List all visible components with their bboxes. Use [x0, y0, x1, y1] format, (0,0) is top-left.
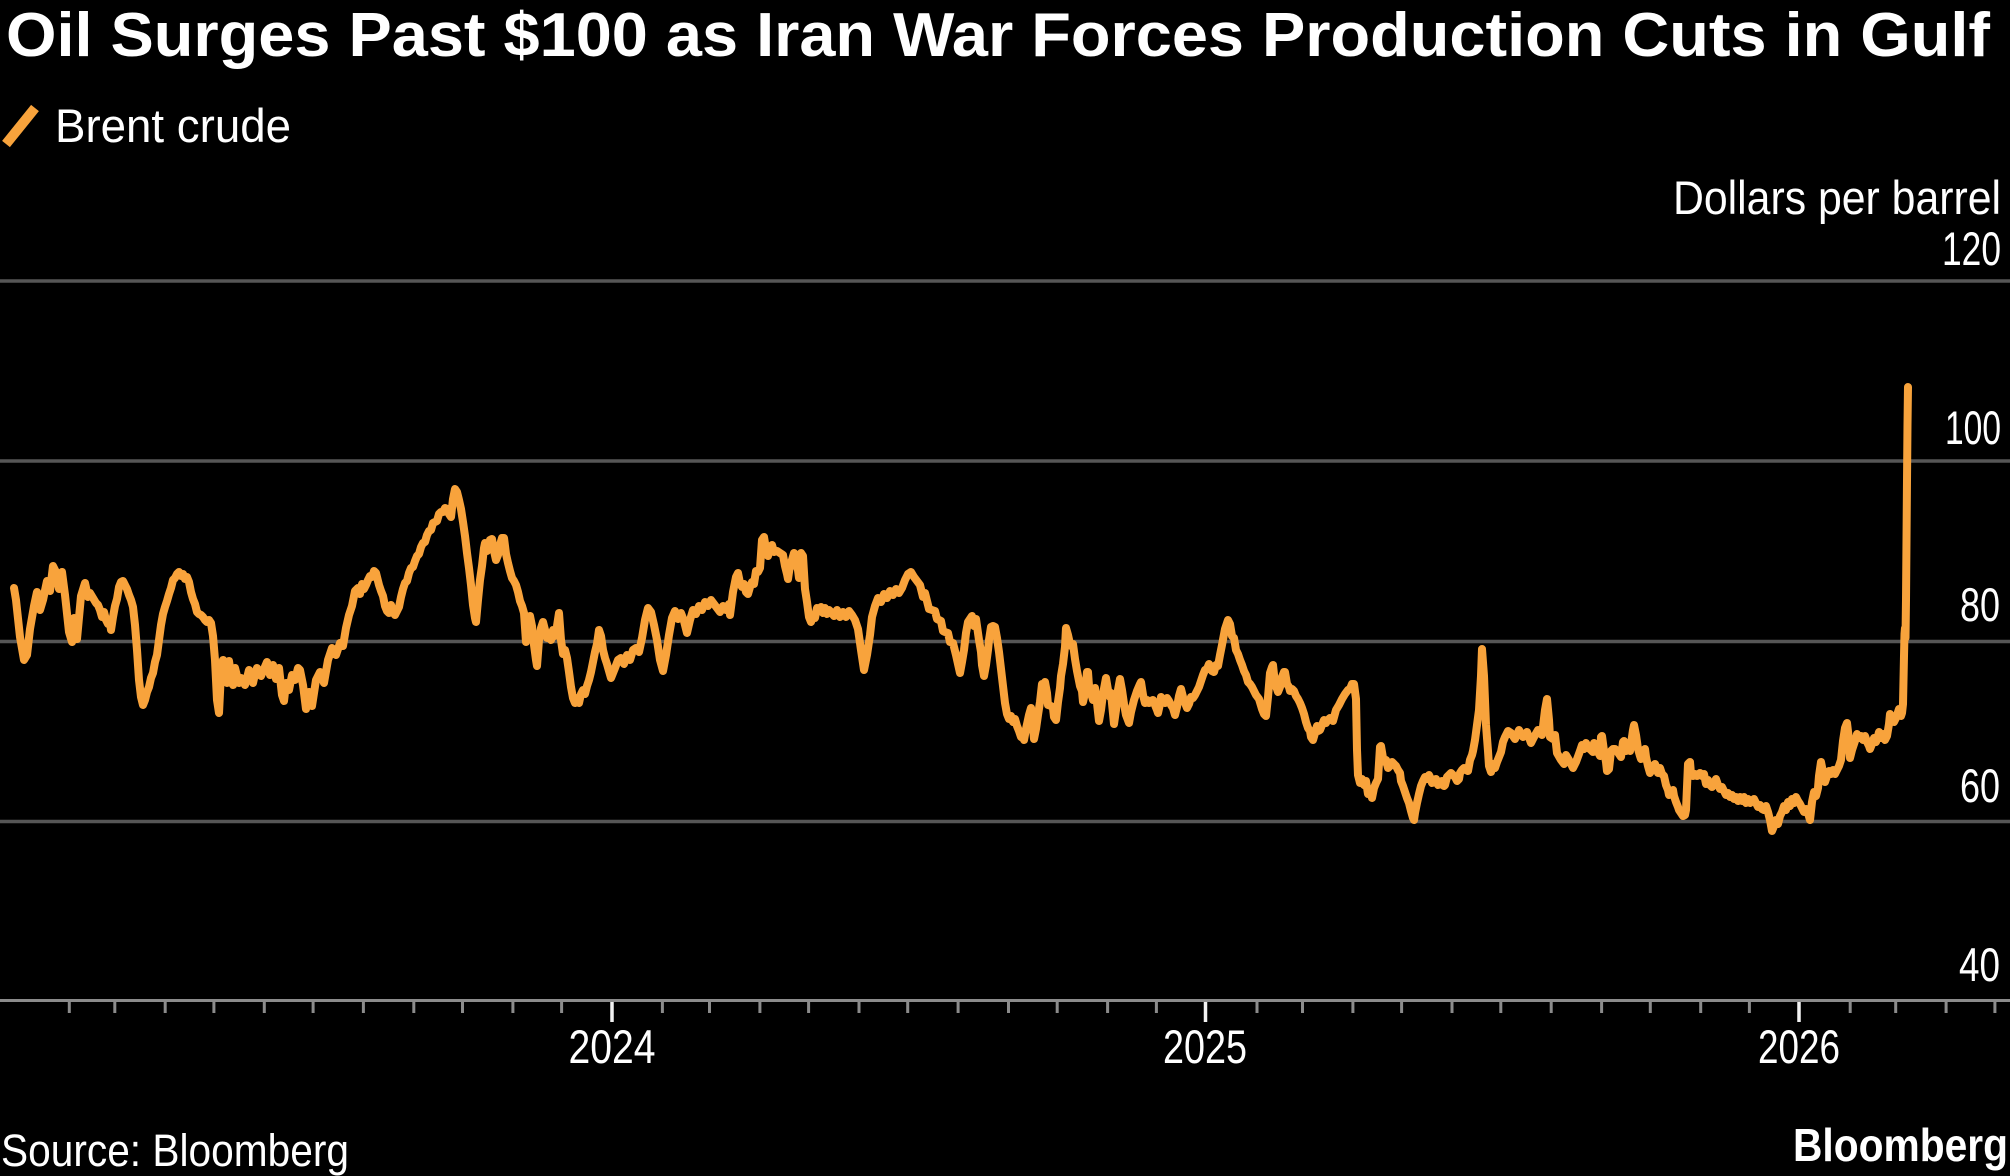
svg-text:Oil Surges Past $100 as Iran W: Oil Surges Past $100 as Iran War Forces …	[6, 1, 1990, 70]
svg-text:100: 100	[1945, 401, 2001, 454]
svg-text:2024: 2024	[569, 1020, 656, 1073]
svg-text:120: 120	[1942, 222, 2001, 275]
svg-text:Brent crude: Brent crude	[55, 99, 291, 152]
svg-text:80: 80	[1960, 578, 2000, 631]
svg-text:Source: Bloomberg: Source: Bloomberg	[1, 1125, 349, 1176]
svg-text:2025: 2025	[1163, 1020, 1247, 1073]
svg-text:2026: 2026	[1758, 1020, 1840, 1073]
svg-text:Bloomberg: Bloomberg	[1793, 1119, 2008, 1171]
svg-text:60: 60	[1960, 759, 2000, 812]
svg-text:Dollars per barrel: Dollars per barrel	[1673, 171, 2001, 224]
svg-text:40: 40	[1959, 938, 2000, 991]
